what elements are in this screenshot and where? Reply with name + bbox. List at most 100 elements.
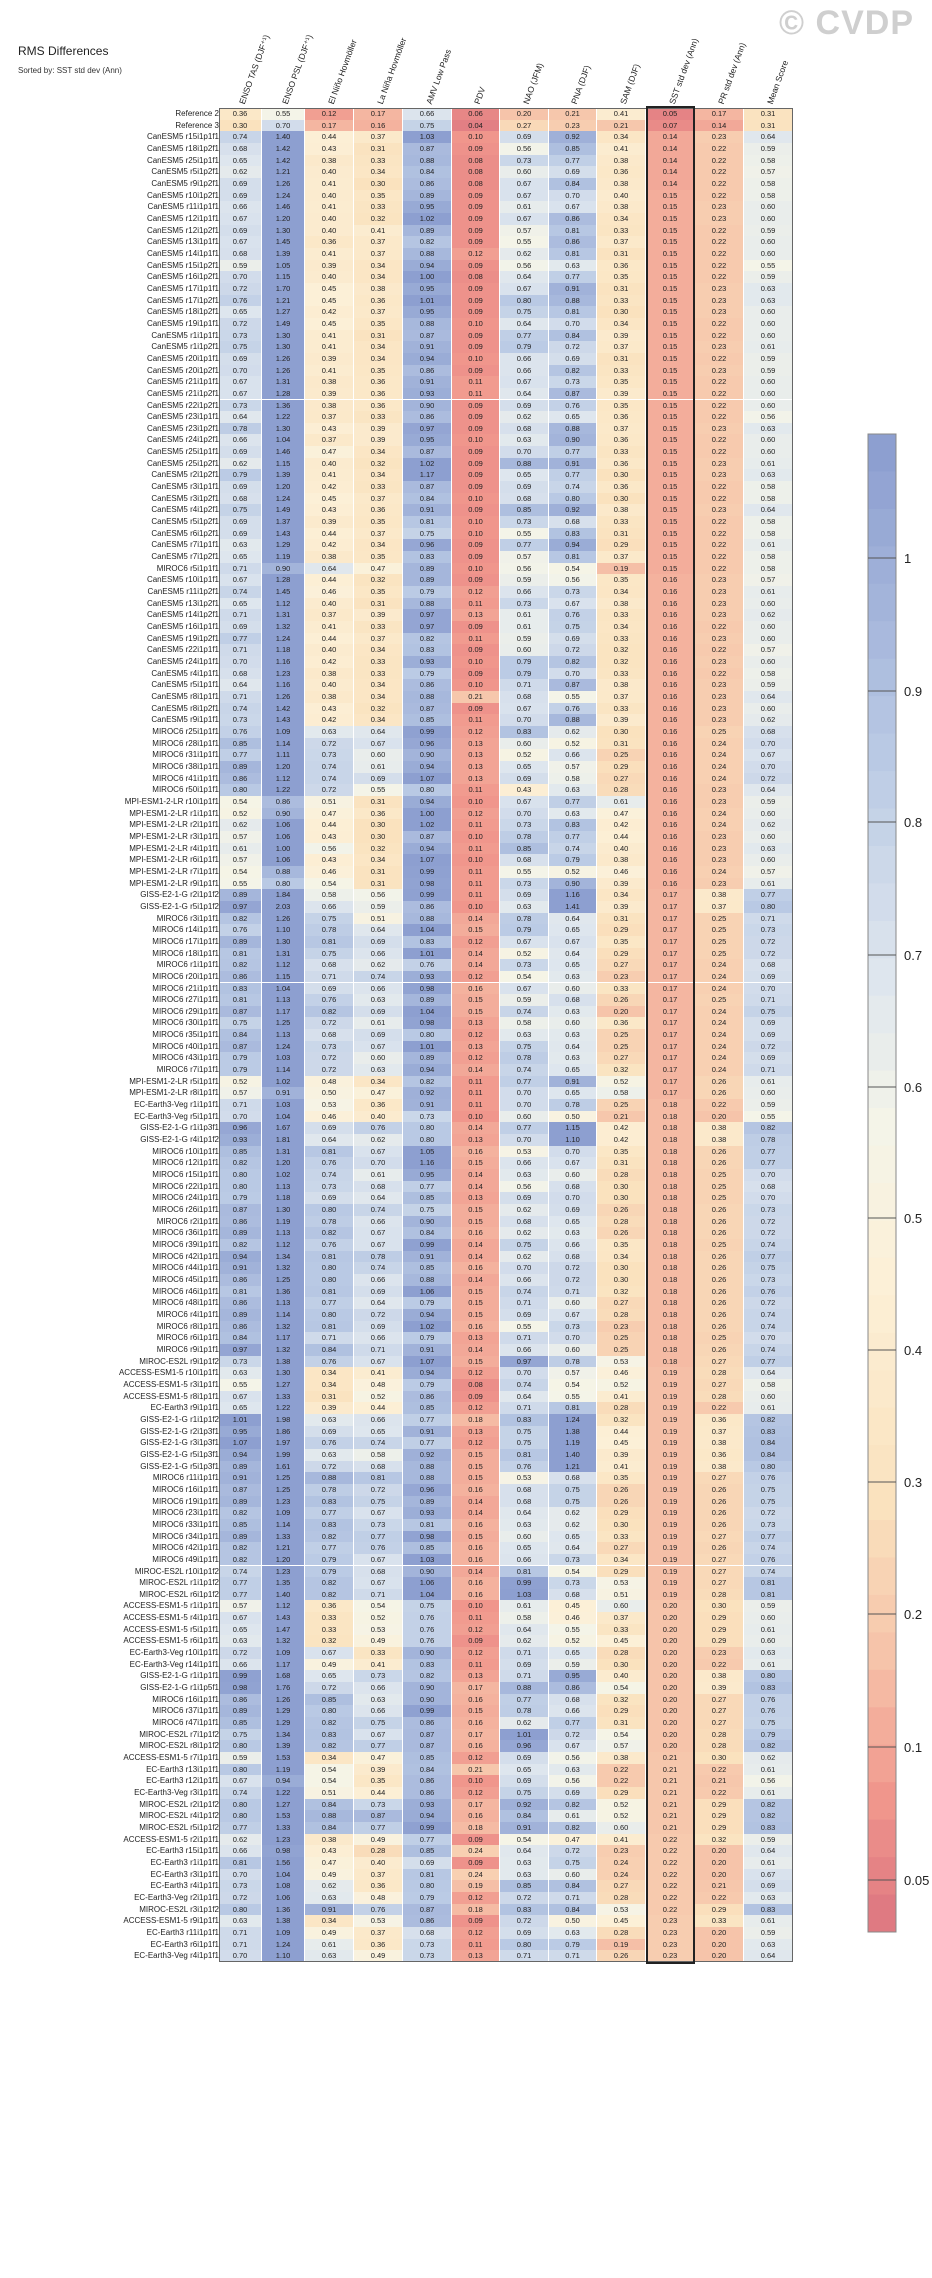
heatmap-cell: 0.38 (305, 376, 354, 388)
row-label: MIROC6 r40i1p1f1 (152, 1041, 219, 1051)
heatmap-cell: 0.77 (549, 154, 597, 167)
heatmap-cell: 0.63 (549, 1029, 597, 1041)
heatmap-cell: 0.30 (219, 119, 262, 132)
colorbar-segment (868, 1520, 896, 1558)
heatmap-cell: 0.79 (403, 586, 452, 598)
heatmap-cell: 0.47 (305, 446, 354, 458)
row-label: MPI-ESM1-2-LR r2i1p1f1 (129, 820, 219, 830)
heatmap-cell: 0.25 (597, 1029, 646, 1041)
heatmap-cell: 0.31 (354, 142, 403, 155)
heatmap-cell: 0.50 (305, 1087, 354, 1100)
heatmap-cell: 1.18 (262, 644, 305, 657)
heatmap-cell: 0.36 (597, 259, 646, 272)
heatmap-cell: 1.30 (262, 341, 305, 353)
heatmap-cell: 0.26 (695, 1157, 744, 1170)
heatmap-cell: 1.42 (262, 702, 305, 715)
heatmap-cell: 0.25 (695, 1180, 744, 1193)
heatmap-cell: 0.31 (354, 865, 403, 878)
heatmap-cell: 0.37 (597, 236, 646, 248)
row-label: CanESM5 r10i1p1f1 (146, 575, 219, 585)
row-label: CanESM5 r11i1p1f1 (147, 202, 219, 212)
heatmap-cell: 0.38 (695, 1437, 744, 1449)
heatmap-cell: 0.70 (549, 189, 597, 202)
heatmap-cell: 0.11 (452, 632, 500, 645)
heatmap-cell: 0.77 (403, 1180, 452, 1193)
heatmap-cell: 1.00 (403, 807, 452, 820)
heatmap-cell: 0.15 (452, 1297, 500, 1309)
heatmap-cell: 0.71 (549, 1285, 597, 1298)
heatmap-cell: 0.47 (597, 807, 646, 820)
heatmap-cell: 0.75 (305, 947, 354, 960)
heatmap-cell: 0.76 (305, 1355, 354, 1368)
heatmap-cell: 1.06 (262, 819, 305, 831)
heatmap-cell: 0.75 (549, 621, 597, 633)
heatmap-cell: 0.28 (597, 1169, 646, 1181)
heatmap-cell: 0.69 (549, 352, 597, 365)
heatmap-cell: 0.73 (219, 714, 262, 726)
heatmap-cell: 0.79 (549, 854, 597, 866)
heatmap-cell: 0.28 (597, 1402, 646, 1414)
heatmap-cell: 0.56 (354, 889, 403, 901)
heatmap-cell: 0.95 (219, 1425, 262, 1438)
heatmap-cell: 0.69 (219, 481, 262, 493)
row-label: CanESM5 r21i1p2f1 (146, 388, 219, 398)
heatmap-cell: 0.75 (219, 1017, 262, 1030)
heatmap-cell: 0.67 (500, 212, 549, 225)
heatmap-cell: 0.26 (695, 1274, 744, 1286)
colorbar-segment (868, 995, 896, 1034)
heatmap-cell: 0.67 (500, 177, 549, 190)
heatmap-cell: 0.37 (354, 492, 403, 505)
heatmap-cell: 0.63 (305, 1413, 354, 1426)
heatmap-cell: 0.17 (354, 108, 403, 120)
heatmap-cell: 0.09 (452, 422, 500, 435)
heatmap-cell: 0.36 (597, 457, 646, 470)
heatmap-cell: 0.42 (305, 481, 354, 493)
heatmap-cell: 0.71 (219, 644, 262, 657)
heatmap-cell: 0.34 (597, 586, 646, 598)
heatmap-cell: 0.26 (695, 1297, 744, 1309)
heatmap-cell: 0.63 (354, 994, 403, 1006)
heatmap-cell: 0.09 (452, 574, 500, 587)
heatmap-cell: 0.29 (597, 924, 646, 936)
colorbar-segment (868, 583, 896, 622)
heatmap-cell: 0.52 (500, 749, 549, 761)
heatmap-cell: 0.79 (219, 469, 262, 482)
row-label: CanESM5 r18i1p2f1 (146, 143, 219, 153)
heatmap-cell: 0.22 (695, 247, 744, 260)
colorbar-segment (868, 1669, 896, 1708)
heatmap-cell: 0.37 (305, 411, 354, 423)
heatmap-cell: 0.23 (695, 422, 744, 435)
heatmap-cell: 0.67 (354, 1227, 403, 1240)
heatmap-cell: 0.12 (452, 725, 500, 738)
heatmap-cell: 0.61 (500, 201, 549, 213)
heatmap-cell: 0.52 (354, 1390, 403, 1403)
heatmap-cell: 1.26 (262, 364, 305, 377)
heatmap-cell: 1.17 (403, 469, 452, 482)
heatmap-cell: 0.81 (549, 247, 597, 260)
row-label: MPI-ESM1-2-LR r6i1p1f1 (129, 855, 219, 865)
row-label: CanESM5 r12i1p1f1 (146, 213, 219, 223)
heatmap-cell: 0.88 (403, 317, 452, 330)
heatmap-cell: 0.39 (305, 1402, 354, 1414)
heatmap-cell: 0.22 (695, 562, 744, 575)
heatmap-cell: 0.26 (695, 1204, 744, 1216)
heatmap-cell: 0.15 (452, 1355, 500, 1368)
heatmap-cell: 0.09 (452, 702, 500, 715)
heatmap-cell: 0.58 (549, 772, 597, 785)
heatmap-cell: 0.90 (262, 562, 305, 575)
heatmap-cell: 0.27 (597, 772, 646, 785)
heatmap-cell: 0.22 (695, 481, 744, 493)
heatmap-cell: 0.11 (452, 714, 500, 726)
row-label: MIROC6 r7i1p1f1 (156, 1065, 219, 1075)
heatmap-cell: 0.13 (452, 1332, 500, 1344)
row-label: CanESM5 r23i1p1f1 (146, 412, 219, 422)
row-label: CanESM5 r4i1p2f1 (151, 505, 219, 515)
heatmap-cell: 1.26 (262, 691, 305, 703)
heatmap-cell: 0.66 (500, 1157, 549, 1170)
heatmap-cell: 0.93 (403, 656, 452, 668)
colorbar-segment (868, 1819, 896, 1858)
heatmap-cell: 0.66 (305, 900, 354, 913)
heatmap-cell: 0.73 (549, 376, 597, 388)
heatmap-cell: 0.97 (403, 609, 452, 622)
colorbar-tick-label: 1 (904, 551, 911, 566)
